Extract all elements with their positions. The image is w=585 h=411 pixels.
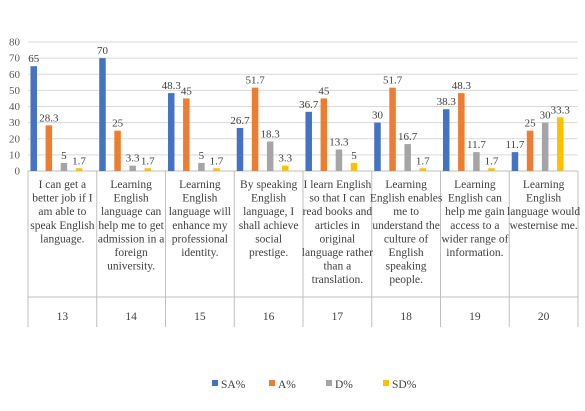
bar [75, 168, 83, 171]
category-number: 17 [332, 311, 344, 323]
legend-label: SD% [392, 379, 417, 391]
category-label: I learn English so that I can read books a… [302, 179, 373, 286]
data-label: 30 [372, 110, 384, 122]
legend-swatch [326, 380, 332, 386]
category-label: Learning English can help me gain access to… [441, 179, 508, 259]
data-label: 36.7 [299, 99, 319, 111]
bar [404, 144, 411, 171]
data-label: 18.3 [261, 128, 281, 140]
y-tick-label: 0 [15, 166, 21, 178]
legend-label: SA% [221, 379, 246, 391]
data-label: 30 [540, 110, 552, 122]
bar [114, 130, 121, 171]
category-label: Learning English language can help me to ge… [98, 179, 165, 273]
bar [266, 141, 274, 171]
bar [374, 122, 381, 171]
data-label: 1.7 [210, 155, 224, 167]
bar [282, 165, 289, 171]
y-tick-label: 50 [9, 85, 21, 97]
bar [99, 58, 106, 171]
data-label: 1.7 [141, 155, 155, 167]
legend-label: A% [278, 379, 296, 391]
bar [144, 168, 152, 171]
bar [183, 98, 190, 171]
bar [129, 165, 136, 171]
bar [320, 98, 328, 171]
data-label: 1.7 [416, 155, 430, 167]
bar [557, 117, 564, 171]
bar [251, 87, 259, 171]
bar [167, 93, 175, 171]
bar [419, 168, 427, 171]
data-label: 25 [112, 118, 124, 130]
y-tick-label: 60 [9, 69, 21, 81]
y-tick-label: 20 [9, 133, 21, 145]
category-number: 13 [57, 311, 69, 323]
data-label: 1.7 [485, 155, 499, 167]
data-label: 5 [351, 150, 357, 162]
category-number: 15 [194, 311, 206, 323]
data-label: 45 [181, 85, 193, 97]
bar [45, 125, 53, 171]
bar [198, 162, 205, 171]
legend-swatch [269, 380, 275, 386]
bar [213, 168, 220, 171]
category-label: Learning English language would westernise … [507, 179, 580, 232]
bar [389, 87, 396, 171]
data-label: 70 [97, 45, 109, 57]
data-label: 5 [61, 150, 67, 162]
category-number: 14 [125, 311, 137, 323]
data-label: 3.3 [278, 153, 292, 165]
data-label: 51.7 [245, 75, 265, 87]
data-label: 11.7 [506, 139, 525, 151]
data-label: 26.7 [230, 115, 250, 127]
data-label: 48.3 [452, 80, 472, 92]
data-label: 1.7 [72, 155, 86, 167]
category-number: 20 [538, 311, 550, 323]
data-label: 51.7 [383, 75, 403, 87]
data-label: 38.3 [437, 96, 457, 108]
bar [60, 162, 68, 171]
y-tick-label: 40 [9, 101, 21, 113]
data-label: 16.7 [398, 131, 418, 143]
bar [488, 168, 495, 171]
legend-label: D% [335, 379, 353, 391]
bar [305, 111, 312, 171]
y-tick-label: 80 [9, 37, 21, 49]
bar [442, 109, 450, 171]
category-number: 19 [469, 311, 481, 323]
y-tick-label: 70 [9, 53, 21, 65]
data-label: 13.3 [329, 137, 349, 149]
bar [473, 152, 480, 171]
bar [458, 93, 465, 171]
bar [335, 149, 343, 171]
bar [30, 66, 37, 171]
bar [350, 162, 358, 171]
data-label: 28.3 [39, 112, 59, 124]
data-label: 45 [318, 85, 330, 97]
bar [526, 130, 534, 171]
data-label: 65 [28, 53, 40, 65]
y-tick-label: 30 [9, 117, 21, 129]
data-label: 48.3 [162, 80, 182, 92]
data-label: 25 [525, 118, 537, 130]
data-label: 11.7 [467, 139, 486, 151]
category-label: Learning English enables me to understand t… [370, 179, 443, 286]
bar [511, 152, 519, 171]
legend-swatch [383, 380, 389, 386]
bar [236, 127, 244, 171]
bar [541, 122, 549, 171]
legend-swatch [212, 380, 218, 386]
category-number: 18 [400, 311, 412, 323]
data-label: 3.3 [126, 153, 140, 165]
category-number: 16 [263, 311, 275, 323]
data-label: 33.3 [551, 104, 571, 116]
y-tick-label: 10 [9, 149, 21, 161]
data-label: 5 [199, 150, 205, 162]
category-label: Learning English language will enhance my pr… [169, 179, 231, 259]
